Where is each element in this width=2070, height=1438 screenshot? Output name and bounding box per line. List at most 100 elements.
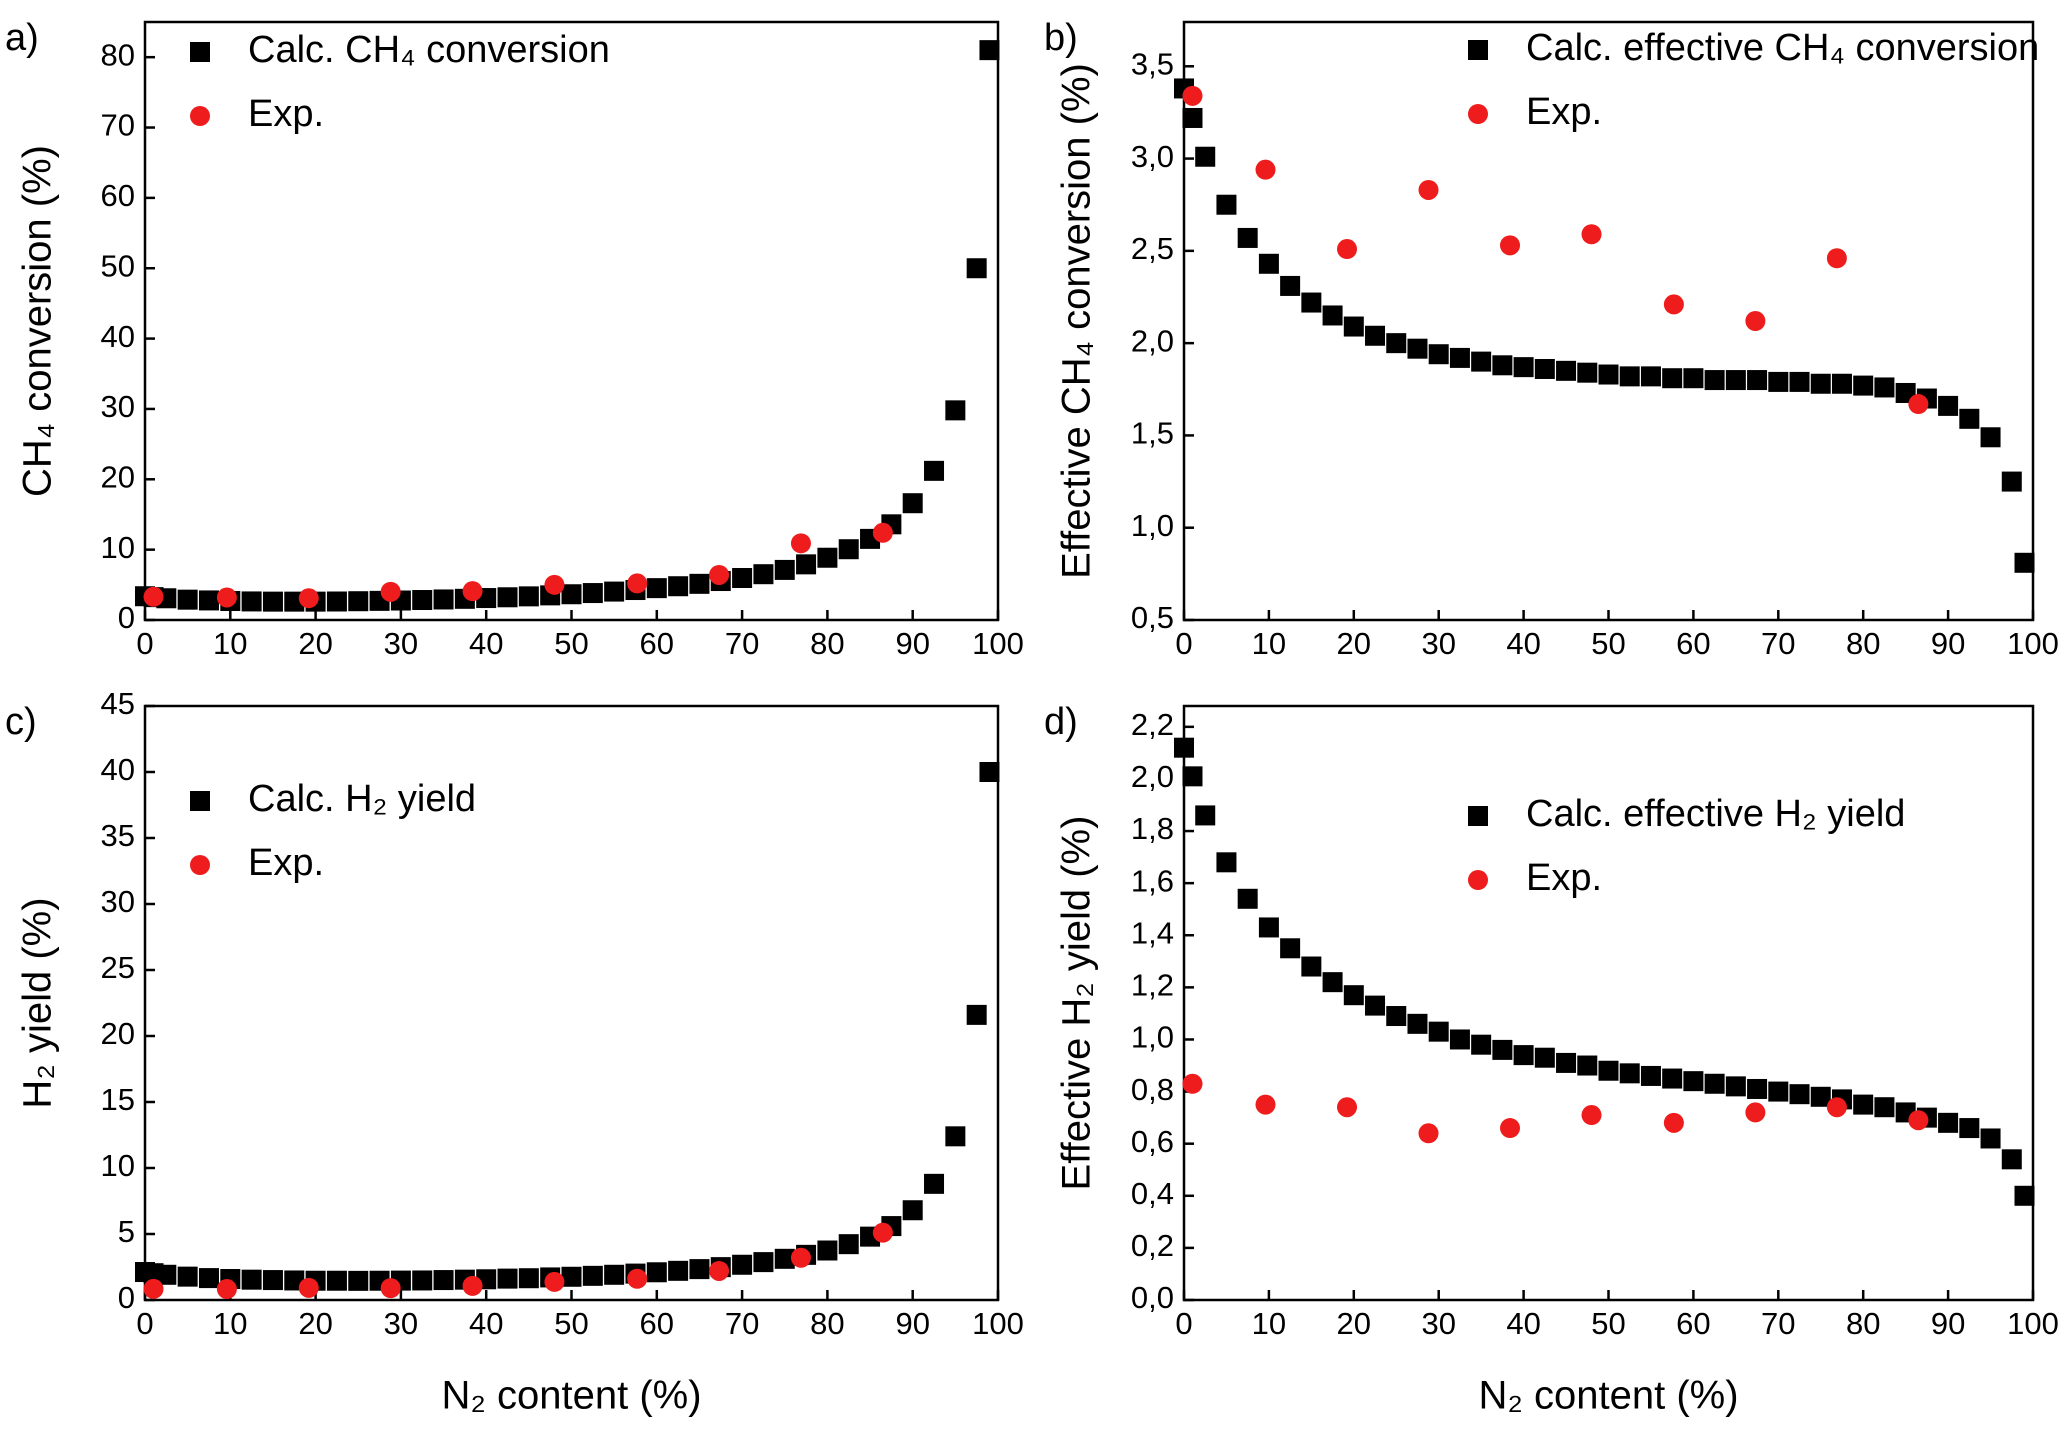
data-point — [1663, 1112, 1684, 1133]
data-point — [1725, 1076, 1746, 1097]
y-tick-label: 40 — [101, 752, 135, 787]
x-tick-label: 80 — [1846, 626, 1880, 661]
x-tick-label: 10 — [213, 1306, 247, 1341]
data-point — [1556, 360, 1577, 381]
data-point — [1598, 1060, 1619, 1081]
data-point — [1492, 1039, 1513, 1060]
panel-label: c) — [5, 701, 37, 743]
y-tick-label: 0,8 — [1131, 1072, 1174, 1107]
data-point — [1407, 338, 1428, 359]
data-point — [1182, 1073, 1203, 1094]
data-point — [753, 1252, 774, 1273]
x-tick-label: 70 — [1761, 1306, 1795, 1341]
data-point — [2001, 471, 2022, 492]
data-point — [262, 1270, 283, 1291]
data-point — [627, 1268, 648, 1289]
x-axis-title: N₂ content (%) — [1478, 1374, 1738, 1418]
data-point — [1343, 316, 1364, 337]
x-tick-label: 50 — [1591, 626, 1625, 661]
data-point — [1598, 364, 1619, 385]
data-point — [709, 1260, 730, 1281]
data-point — [177, 589, 198, 610]
y-tick-label: 70 — [101, 108, 135, 143]
data-point — [1826, 1097, 1847, 1118]
data-point — [1768, 371, 1789, 392]
data-point — [1747, 370, 1768, 391]
data-point — [668, 1260, 689, 1281]
data-point — [1908, 394, 1929, 415]
x-tick-label: 100 — [2007, 1306, 2059, 1341]
y-tick-label: 80 — [101, 37, 135, 72]
data-point — [518, 1268, 539, 1289]
x-tick-label: 80 — [810, 1306, 844, 1341]
plot-frame — [1182, 20, 2035, 622]
y-tick-label: 5 — [118, 1214, 135, 1249]
y-tick-label: 1,6 — [1131, 863, 1174, 898]
x-tick-label: 50 — [1591, 1306, 1625, 1341]
data-point — [1471, 1034, 1492, 1055]
data-point — [902, 1200, 923, 1221]
data-point — [561, 1266, 582, 1287]
data-point — [732, 1254, 753, 1275]
y-tick-label: 20 — [101, 459, 135, 494]
data-point — [1556, 1052, 1577, 1073]
data-point — [1789, 1084, 1810, 1105]
data-point — [462, 581, 483, 602]
data-point — [433, 1270, 454, 1291]
data-point — [1386, 333, 1407, 354]
data-point — [143, 586, 164, 607]
data-point — [1640, 1065, 1661, 1086]
data-point — [2014, 552, 2035, 573]
data-point — [1683, 368, 1704, 389]
legend-marker — [190, 855, 210, 875]
data-point — [582, 583, 603, 604]
data-point — [298, 588, 319, 609]
data-point — [838, 1234, 859, 1255]
data-point — [1418, 179, 1439, 200]
legend-label: Calc. effective H₂ yield — [1526, 793, 1905, 835]
y-tick-label: 0,2 — [1131, 1228, 1174, 1263]
y-tick-label: 45 — [101, 686, 135, 721]
data-point — [1908, 1110, 1929, 1131]
data-point — [945, 400, 966, 421]
x-tick-label: 70 — [1761, 626, 1795, 661]
data-point — [1959, 408, 1980, 429]
y-tick-label: 0,5 — [1131, 600, 1174, 635]
data-point — [1662, 1068, 1683, 1089]
data-point — [966, 258, 987, 279]
y-tick-label: 20 — [101, 1016, 135, 1051]
data-point — [1280, 938, 1301, 959]
data-point — [1337, 1097, 1358, 1118]
data-point — [2014, 1185, 2035, 1206]
data-point — [380, 581, 401, 602]
y-tick-label: 0,4 — [1131, 1176, 1174, 1211]
x-tick-label: 90 — [895, 1306, 929, 1341]
data-point — [1237, 227, 1258, 248]
y-tick-label: 30 — [101, 389, 135, 424]
data-point — [1182, 766, 1203, 787]
data-point — [561, 584, 582, 605]
y-tick-label: 2,0 — [1131, 323, 1174, 358]
data-point — [298, 1277, 319, 1298]
data-point — [1322, 305, 1343, 326]
data-point — [817, 1240, 838, 1261]
data-point — [1216, 852, 1237, 873]
x-tick-label: 80 — [810, 626, 844, 661]
x-tick-label: 0 — [1175, 1306, 1192, 1341]
data-point — [1365, 325, 1386, 346]
data-point — [1619, 366, 1640, 387]
legend-label: Exp. — [1526, 857, 1602, 899]
legend-label: Calc. H₂ yield — [248, 778, 476, 820]
data-point — [1980, 427, 2001, 448]
y-tick-label: 3,0 — [1131, 139, 1174, 174]
data-point — [326, 1270, 347, 1291]
x-tick-label: 60 — [640, 1306, 674, 1341]
data-point — [790, 533, 811, 554]
data-point — [1874, 377, 1895, 398]
x-tick-label: 90 — [895, 626, 929, 661]
y-axis-title: H₂ yield (%) — [16, 897, 60, 1108]
data-point — [1428, 1021, 1449, 1042]
data-point — [1663, 294, 1684, 315]
x-tick-label: 0 — [136, 1306, 153, 1341]
data-point — [1337, 239, 1358, 260]
